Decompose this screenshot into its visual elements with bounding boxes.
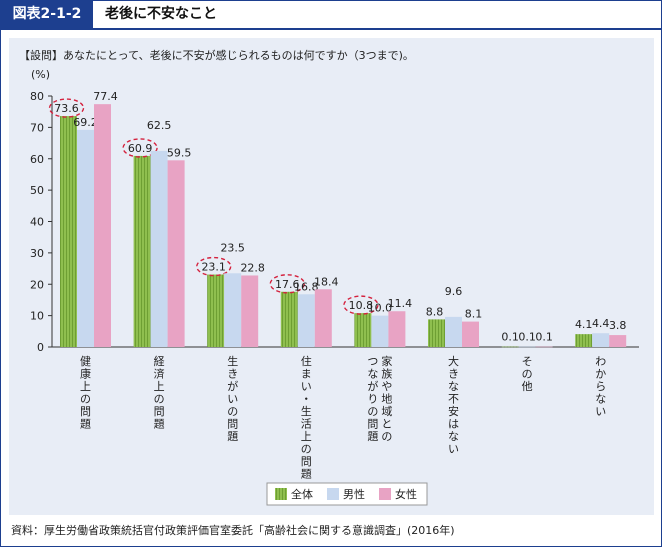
- y-tick-label: 20: [30, 278, 44, 291]
- value-label: 0.1: [518, 331, 536, 344]
- value-label: 62.5: [147, 119, 172, 132]
- bar-dansei: [297, 294, 315, 347]
- value-label: 10.0: [368, 302, 393, 315]
- bar-dansei: [224, 273, 242, 347]
- bar-josei: [388, 311, 406, 347]
- value-label: 18.4: [314, 275, 339, 288]
- legend-label-dansei: 男性: [343, 487, 365, 501]
- bar-dansei: [77, 129, 94, 347]
- legend-swatch-josei: [379, 488, 391, 500]
- y-tick-label: 0: [37, 341, 44, 354]
- y-tick-label: 70: [30, 121, 44, 134]
- bar-dansei: [445, 316, 462, 347]
- bar-josei: [241, 275, 259, 347]
- value-label: 22.8: [240, 261, 265, 274]
- y-tick-label: 60: [30, 153, 44, 166]
- y-tick-label: 40: [30, 216, 44, 229]
- bar-zentai: [207, 274, 225, 347]
- highlight-ellipse: [343, 295, 379, 315]
- bar-josei: [314, 289, 332, 347]
- legend-swatch-dansei: [327, 488, 339, 500]
- value-label: 23.5: [220, 241, 245, 254]
- source-note: 資料：厚生労働省政策統括官付政策評価官室委託「高齢社会に関する意識調査」(201…: [11, 524, 455, 537]
- value-label: 9.6: [445, 285, 463, 298]
- bar-zentai: [501, 346, 519, 348]
- bar-josei: [462, 321, 479, 347]
- figure-header: 図表2-1-2 老後に不安なこと: [1, 1, 661, 30]
- bar-josei: [94, 104, 111, 347]
- category-label: その他: [522, 355, 533, 393]
- highlight-ellipse: [48, 98, 85, 118]
- bar-zentai: [60, 116, 77, 347]
- y-tick-label: 10: [30, 310, 44, 323]
- bar-zentai: [354, 313, 372, 347]
- figure-number: 図表2-1-2: [1, 1, 93, 28]
- value-label: 17.6: [275, 278, 300, 291]
- category-label: 健康上の問題: [80, 355, 91, 431]
- value-label: 10.8: [349, 299, 374, 312]
- y-tick-label: 50: [30, 184, 44, 197]
- category-label: つながりの問題: [367, 355, 378, 443]
- value-label: 3.8: [609, 319, 627, 332]
- y-axis-unit: (%): [31, 68, 51, 81]
- highlight-ellipse: [195, 256, 232, 277]
- bar-zentai: [575, 334, 593, 347]
- bar-josei: [535, 346, 553, 348]
- bar-dansei: [518, 346, 536, 348]
- value-label: 4.4: [592, 317, 610, 330]
- bar-josei: [609, 335, 627, 347]
- value-label: 73.6: [54, 102, 79, 115]
- highlight-ellipse: [269, 274, 305, 294]
- y-tick-label: 80: [30, 90, 44, 103]
- bar-zentai: [280, 291, 298, 347]
- bar-zentai: [133, 155, 151, 347]
- chart-panel: 【設問】あなたにとって、老後に不安が感じられるものは何ですか（3つまで)。 (%…: [9, 38, 654, 515]
- bar-dansei: [150, 150, 168, 347]
- value-label: 4.1: [575, 318, 593, 331]
- bar-zentai: [428, 319, 445, 347]
- category-label: わからない: [595, 355, 606, 418]
- survey-question: 【設問】あなたにとって、老後に不安が感じられるものは何ですか（3つまで)。: [19, 49, 414, 62]
- value-label: 8.1: [465, 308, 483, 321]
- figure-title: 老後に不安なこと: [105, 6, 217, 22]
- legend-swatch-zentai: [275, 488, 287, 500]
- category-label: 大きな不安はない: [448, 354, 459, 456]
- bar-dansei: [592, 333, 610, 347]
- y-tick-label: 30: [30, 247, 44, 260]
- value-label: 77.4: [93, 90, 118, 103]
- value-label: 11.4: [388, 297, 413, 310]
- category-label: 家族や地域との: [381, 354, 392, 443]
- bar-josei: [167, 160, 185, 347]
- value-label: 0.1: [501, 331, 519, 344]
- value-label: 23.1: [201, 261, 226, 274]
- value-label: 60.9: [128, 142, 153, 155]
- legend-label-zentai: 全体: [291, 487, 313, 501]
- category-label: 生きがいの問題: [227, 354, 238, 443]
- category-label: 住まい・生活上の問題: [301, 354, 312, 481]
- value-label: 59.5: [167, 146, 192, 159]
- value-label: 69.2: [73, 116, 98, 129]
- category-label: 経済上の問題: [154, 355, 165, 431]
- value-label: 0.1: [535, 331, 553, 344]
- bar-dansei: [371, 315, 389, 347]
- value-label: 16.8: [294, 280, 319, 293]
- legend-label-josei: 女性: [395, 487, 417, 501]
- bar-chart: 0 10 20 30 40 50 60 70 80 73.669.2 77.4 健康上の問題 60.9 6…: [30, 90, 639, 506]
- value-label: 8.8: [426, 305, 444, 318]
